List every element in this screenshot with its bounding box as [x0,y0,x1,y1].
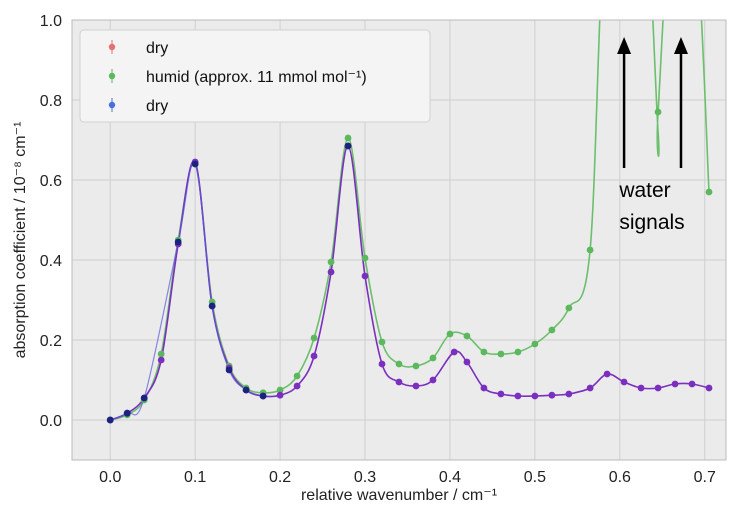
series-3-point-7 [242,386,250,394]
series-1-point-25 [531,340,539,348]
series-2-point-3 [157,356,165,364]
series-2-point-24 [514,392,522,400]
series-1-point-12 [310,334,318,342]
series-2-point-16 [378,360,386,368]
series-2-point-25 [531,392,539,400]
x-axis-ticks: 0.0 0.1 0.2 0.3 0.4 0.5 0.6 0.7 [99,469,716,486]
series-2-point-15 [361,272,369,280]
series-3-point-2 [140,394,148,402]
series-1-point-10 [276,386,284,394]
annotation-text-line-1: water [618,179,670,202]
series-3-point-3 [174,238,182,246]
series-1-point-15 [361,254,369,262]
x-tick-label-3: 0.3 [354,469,376,486]
y-axis-ticks: 0.0 0.2 0.4 0.6 0.8 1.0 [40,13,62,430]
series-2-point-18 [412,382,420,390]
annotation-text-line-2: signals [619,211,684,234]
x-axis-label: relative wavenumber / cm⁻¹ [301,487,497,504]
y-tick-label-1: 0.2 [40,333,62,350]
series-2-point-33 [671,380,679,388]
series-2-point-35 [705,384,713,392]
series-2-point-26 [548,391,556,399]
series-1-point-24 [514,348,522,356]
legend-label-3: dry [146,98,168,115]
legend-entry-3: dry [108,98,168,115]
legend-label-1: dry [146,40,168,57]
series-3-point-6 [225,366,233,374]
series-3-point-1 [123,409,131,417]
series-1-point-22 [480,348,488,356]
legend-box [79,29,431,123]
series-2-point-22 [480,384,488,392]
series-1-point-28 [586,246,594,254]
series-2-point-12 [310,352,318,360]
series-1-point-19 [429,354,437,362]
series-1-point-14 [344,134,352,142]
series-1-point-16 [378,338,386,346]
x-tick-label-6: 0.6 [609,469,631,486]
series-1-point-20 [446,330,454,338]
series-3-point-9 [344,142,352,150]
y-axis-label: absorption coefficient / 10⁻⁸ cm⁻¹ [12,122,29,359]
y-tick-label-0: 0.0 [40,413,62,430]
series-1-point-18 [412,362,420,370]
legend-marker-2 [108,72,116,80]
series-1-point-29 [654,108,662,116]
y-tick-label-4: 0.8 [40,93,62,110]
series-2-point-20 [450,348,458,356]
series-2-point-31 [637,384,645,392]
data-points [106,108,713,424]
y-tick-label-5: 1.0 [40,13,62,30]
series-1-point-11 [293,372,301,380]
series-2-point-19 [429,376,437,384]
series-3-point-4 [191,160,199,168]
series-2-point-17 [395,378,403,386]
series-2-point-28 [586,384,594,392]
annotation-arrowhead-1 [617,37,632,54]
x-tick-label-1: 0.1 [184,469,206,486]
series-3-point-8 [259,392,267,400]
series-2-point-34 [688,380,696,388]
series-2-point-21 [463,358,471,366]
series-1-point-30 [705,188,713,196]
series-1-point-27 [565,304,573,312]
series-3-point-5 [208,302,216,310]
plot-frame [71,19,727,461]
series-2-point-11 [293,382,301,390]
series-2-point-10 [276,391,284,399]
legend-entry-1: dry [108,40,168,57]
annotation-arrowhead-2 [673,37,688,54]
legend-entry-2: humid (approx. 11 mmol mol⁻¹) [108,69,367,86]
series-1-point-26 [548,326,556,334]
legend: dry humid (approx. 11 mmol mol⁻¹) dry [79,29,431,123]
series-1-point-17 [395,360,403,368]
series-2-point-27 [565,390,573,398]
water-signals-annotation: water signals [617,37,688,234]
legend-label-2: humid (approx. 11 mmol mol⁻¹) [146,69,367,86]
series-1-point-3 [157,350,165,358]
y-tick-label-3: 0.6 [40,173,62,190]
series-3-point-0 [106,416,114,424]
x-tick-label-4: 0.4 [439,469,461,486]
series-2-point-29 [603,370,611,378]
series-2-point-30 [620,378,628,386]
series-1-point-13 [327,258,335,266]
legend-marker-1 [108,43,116,51]
series-1-point-23 [497,350,505,358]
x-tick-label-5: 0.5 [524,469,546,486]
series-2-point-32 [654,384,662,392]
series-2-point-13 [327,268,335,276]
x-tick-label-2: 0.2 [269,469,291,486]
series-1-point-21 [463,332,471,340]
series-2-point-23 [497,390,505,398]
y-tick-label-2: 0.4 [40,253,62,270]
x-tick-label-0: 0.0 [99,469,121,486]
x-tick-label-7: 0.7 [694,469,716,486]
legend-marker-3 [108,101,116,109]
